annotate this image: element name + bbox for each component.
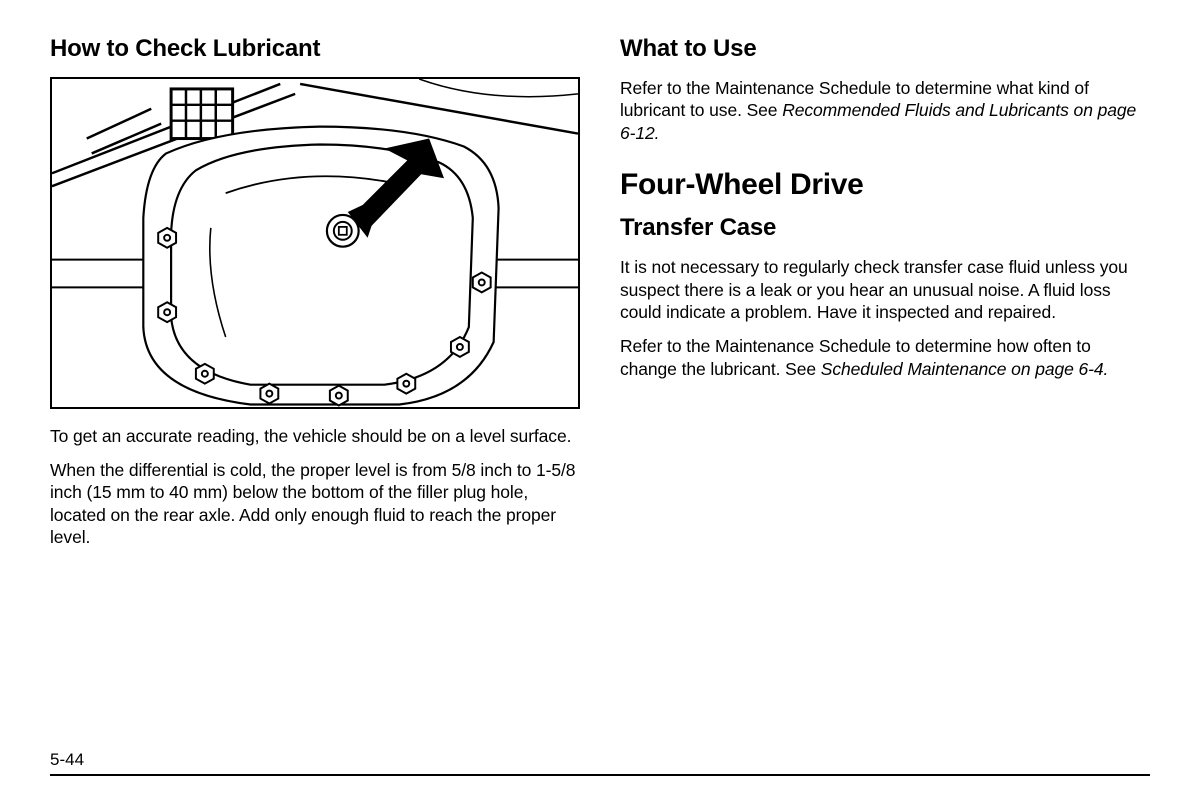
para-proper-level: When the differential is cold, the prope…	[50, 459, 580, 549]
right-column: What to Use Refer to the Maintenance Sch…	[620, 35, 1150, 715]
heading-check-lubricant: How to Check Lubricant	[50, 35, 580, 63]
heading-what-to-use: What to Use	[620, 35, 1150, 63]
heading-four-wheel-drive: Four-Wheel Drive	[620, 168, 1150, 202]
differential-figure	[50, 77, 580, 409]
differential-illustration	[52, 79, 578, 407]
footer-rule	[50, 774, 1150, 776]
page-footer: 5-44	[50, 774, 1150, 776]
left-column: How to Check Lubricant	[50, 35, 580, 715]
heading-transfer-case: Transfer Case	[620, 214, 1150, 242]
para-level-surface: To get an accurate reading, the vehicle …	[50, 425, 580, 447]
para-transfer-case-check: It is not necessary to regularly check t…	[620, 256, 1150, 323]
para-transfer-case-schedule: Refer to the Maintenance Schedule to det…	[620, 335, 1150, 380]
ref-scheduled-maintenance: Scheduled Maintenance on page 6-4.	[821, 359, 1109, 379]
page-number: 5-44	[50, 750, 84, 770]
para-what-to-use: Refer to the Maintenance Schedule to det…	[620, 77, 1150, 144]
